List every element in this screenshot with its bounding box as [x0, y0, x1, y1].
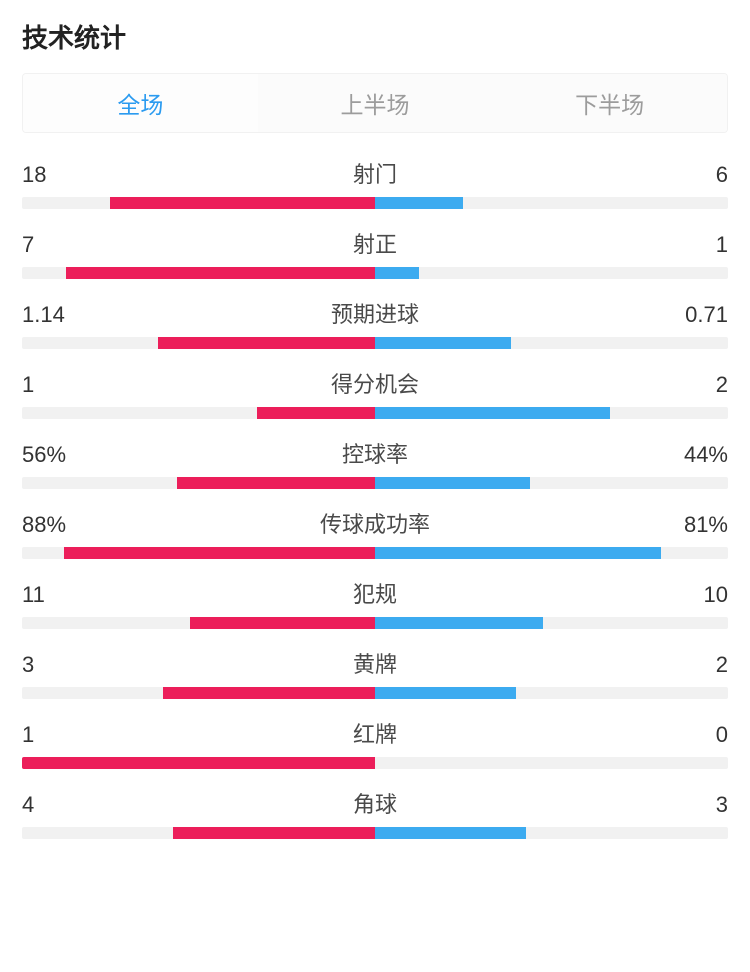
stat-right-value: 0.71 — [678, 302, 728, 328]
stat-left-value: 1 — [22, 372, 72, 398]
stat-label: 角球 — [72, 787, 678, 819]
stat-left-value: 3 — [22, 652, 72, 678]
stat-left-value: 11 — [22, 582, 72, 608]
stat-bar-left — [64, 547, 375, 559]
stat-right-value: 10 — [678, 582, 728, 608]
stat-right-value: 6 — [678, 162, 728, 188]
tab-first-half[interactable]: 上半场 — [258, 74, 493, 132]
stat-bar-right — [375, 547, 661, 559]
stat-labels: 56%控球率44% — [22, 437, 728, 469]
stat-right-value: 81% — [678, 512, 728, 538]
stat-row: 18射门6 — [22, 157, 728, 209]
stat-bar-right — [375, 267, 419, 279]
stat-labels: 1得分机会2 — [22, 367, 728, 399]
stat-label: 射门 — [72, 157, 678, 189]
stat-bar-right — [375, 197, 463, 209]
stat-right-value: 44% — [678, 442, 728, 468]
stat-right-value: 3 — [678, 792, 728, 818]
stat-bar-right — [375, 687, 516, 699]
stat-bar-left — [177, 477, 375, 489]
stat-labels: 7射正1 — [22, 227, 728, 259]
stat-labels: 18射门6 — [22, 157, 728, 189]
stat-bar-track — [22, 477, 728, 489]
stat-bar-track — [22, 337, 728, 349]
stat-label: 犯规 — [72, 577, 678, 609]
stat-bar-track — [22, 547, 728, 559]
stat-label: 预期进球 — [72, 297, 678, 329]
stat-row: 1得分机会2 — [22, 367, 728, 419]
stat-bar-left — [158, 337, 375, 349]
stat-right-value: 2 — [678, 372, 728, 398]
stat-label: 控球率 — [72, 437, 678, 469]
page-title: 技术统计 — [22, 18, 728, 55]
stat-bar-track — [22, 267, 728, 279]
stat-label: 红牌 — [72, 717, 678, 749]
stat-bar-track — [22, 617, 728, 629]
stat-bar-track — [22, 757, 728, 769]
stat-bar-left — [66, 267, 375, 279]
stat-bar-left — [257, 407, 375, 419]
stat-bar-left — [163, 687, 375, 699]
stat-left-value: 1.14 — [22, 302, 72, 328]
stat-label: 黄牌 — [72, 647, 678, 679]
stat-left-value: 1 — [22, 722, 72, 748]
stat-bar-right — [375, 827, 526, 839]
stat-label: 得分机会 — [72, 367, 678, 399]
stat-left-value: 88% — [22, 512, 72, 538]
stats-list: 18射门67射正11.14预期进球0.711得分机会256%控球率44%88%传… — [22, 157, 728, 839]
stat-label: 射正 — [72, 227, 678, 259]
stat-row: 88%传球成功率81% — [22, 507, 728, 559]
stat-bar-left — [173, 827, 375, 839]
stat-bar-track — [22, 407, 728, 419]
tab-full[interactable]: 全场 — [23, 74, 258, 132]
stat-labels: 3黄牌2 — [22, 647, 728, 679]
stat-bar-track — [22, 197, 728, 209]
stat-row: 11犯规10 — [22, 577, 728, 629]
stat-bar-left — [22, 757, 375, 769]
stat-labels: 11犯规10 — [22, 577, 728, 609]
stat-row: 56%控球率44% — [22, 437, 728, 489]
stat-row: 7射正1 — [22, 227, 728, 279]
stat-bar-track — [22, 827, 728, 839]
stat-labels: 88%传球成功率81% — [22, 507, 728, 539]
stat-row: 4角球3 — [22, 787, 728, 839]
stat-bar-right — [375, 477, 530, 489]
stat-labels: 4角球3 — [22, 787, 728, 819]
stat-right-value: 0 — [678, 722, 728, 748]
stat-row: 1.14预期进球0.71 — [22, 297, 728, 349]
stat-labels: 1红牌0 — [22, 717, 728, 749]
stats-panel: 技术统计 全场 上半场 下半场 18射门67射正11.14预期进球0.711得分… — [0, 0, 750, 867]
period-tabs: 全场 上半场 下半场 — [22, 73, 728, 133]
stat-bar-right — [375, 337, 511, 349]
stat-bar-track — [22, 687, 728, 699]
stat-row: 3黄牌2 — [22, 647, 728, 699]
stat-right-value: 2 — [678, 652, 728, 678]
tab-second-half[interactable]: 下半场 — [492, 74, 727, 132]
stat-bar-right — [375, 617, 543, 629]
stat-row: 1红牌0 — [22, 717, 728, 769]
stat-left-value: 7 — [22, 232, 72, 258]
stat-bar-left — [110, 197, 375, 209]
stat-bar-right — [375, 407, 610, 419]
stat-right-value: 1 — [678, 232, 728, 258]
stat-label: 传球成功率 — [72, 507, 678, 539]
stat-left-value: 4 — [22, 792, 72, 818]
stat-left-value: 56% — [22, 442, 72, 468]
stat-left-value: 18 — [22, 162, 72, 188]
stat-bar-left — [190, 617, 375, 629]
stat-labels: 1.14预期进球0.71 — [22, 297, 728, 329]
